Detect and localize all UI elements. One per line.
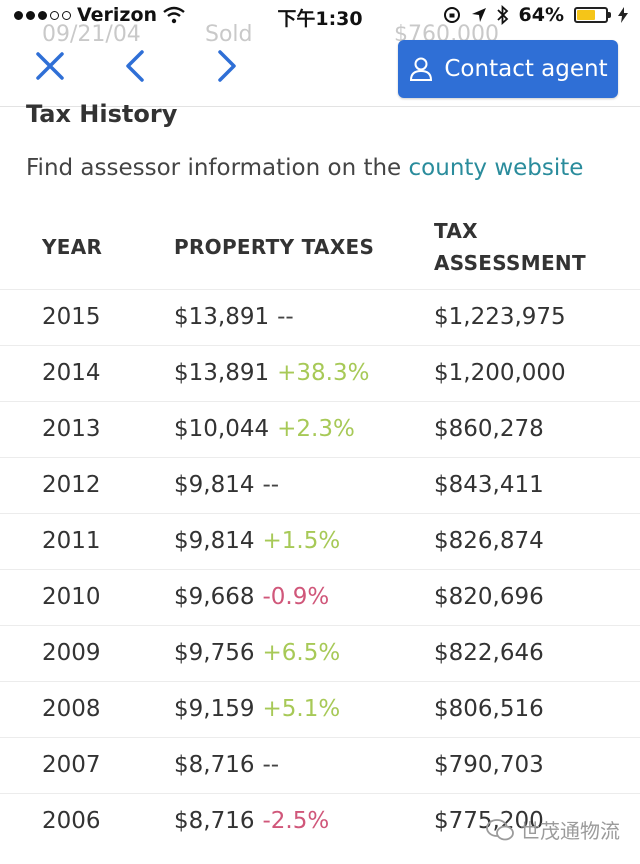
property-tax-cell: $8,716 -- [174, 737, 434, 793]
table-row: 2011 $9,814 +1.5% $826,874 [0, 513, 640, 569]
year-cell: 2012 [42, 472, 101, 498]
tax-change: +38.3% [277, 360, 370, 386]
tax-change: +1.5% [262, 528, 341, 554]
assessment-cell: $1,200,000 [434, 360, 566, 386]
assessment-cell: $790,703 [434, 752, 544, 778]
section-title: Tax History [26, 100, 178, 128]
carrier-label: Verizon [77, 4, 158, 26]
wifi-icon [163, 6, 185, 24]
assessment-cell: $775,200 [434, 808, 544, 835]
column-header-property-taxes: PROPERTY TAXES [174, 234, 375, 259]
contact-agent-button[interactable]: Contact agent [398, 40, 618, 98]
tax-amount: $8,716 [174, 752, 255, 778]
county-website-link[interactable]: county website [408, 155, 584, 181]
column-header-year: YEAR [42, 234, 103, 259]
column-header-tax-assessment: TAX ASSESSMENT [434, 205, 640, 289]
assessment-cell: $1,223,975 [434, 304, 566, 330]
watermark: 世茂通物流 [486, 815, 620, 844]
year-cell: 2014 [42, 360, 101, 386]
table-row: 2006 $8,716 -2.5% $775,200 [0, 793, 640, 849]
battery-percent: 64% [518, 4, 564, 26]
battery-icon [574, 7, 611, 23]
tax-amount: $13,891 [174, 360, 270, 386]
tax-amount: $10,044 [174, 416, 270, 442]
ghost-event: Sold [205, 22, 253, 47]
assessor-text: Find assessor information on the county … [26, 155, 583, 181]
bluetooth-icon [496, 5, 508, 25]
clock: 下午1:30 [277, 8, 363, 30]
assessment-cell: $860,278 [434, 416, 544, 442]
property-tax-cell: $10,044 +2.3% [174, 401, 434, 457]
status-bar: Verizon 下午1:30 64% [0, 0, 640, 30]
assessment-cell: $826,874 [434, 528, 544, 554]
property-tax-cell: $9,159 +5.1% [174, 681, 434, 737]
chevron-right-icon[interactable] [206, 46, 246, 86]
property-tax-cell: $13,891 +38.3% [174, 345, 434, 401]
year-cell: 2013 [42, 416, 101, 442]
table-row: 2010 $9,668 -0.9% $820,696 [0, 569, 640, 625]
table-row: 2015 $13,891 -- $1,223,975 [0, 289, 640, 345]
year-cell: 2011 [42, 528, 101, 554]
contact-agent-label: Contact agent [444, 56, 608, 82]
property-tax-cell: $9,756 +6.5% [174, 625, 434, 681]
table-row: 2007 $8,716 -- $790,703 [0, 737, 640, 793]
tax-amount: $13,891 [174, 304, 270, 330]
year-cell: 2009 [42, 640, 101, 666]
assessment-cell: $820,696 [434, 584, 544, 610]
column-header-tax-line1: TAX [434, 218, 478, 243]
top-nav-bar: Contact agent [0, 30, 640, 107]
charging-icon [618, 7, 628, 23]
year-cell: 2015 [42, 304, 101, 330]
property-tax-cell: $9,814 +1.5% [174, 513, 434, 569]
year-cell: 2007 [42, 752, 101, 778]
person-icon [410, 57, 433, 81]
ghost-date: 09/21/04 [42, 22, 141, 47]
property-tax-cell: $8,716 -2.5% [174, 793, 434, 849]
orientation-lock-icon [443, 7, 460, 23]
table-row: 2014 $13,891 +38.3% $1,200,000 [0, 345, 640, 401]
close-icon[interactable] [30, 46, 70, 86]
wechat-icon [486, 818, 514, 840]
tax-change: -2.5% [262, 808, 330, 835]
column-header-tax-line2: ASSESSMENT [434, 250, 586, 275]
property-tax-cell: $13,891 -- [174, 289, 434, 345]
table-row: 2013 $10,044 +2.3% $860,278 [0, 401, 640, 457]
tax-change: -- [262, 472, 280, 498]
tax-amount: $9,668 [174, 584, 255, 610]
year-cell: 2006 [42, 808, 101, 835]
year-cell: 2010 [42, 584, 101, 610]
assessor-prefix: Find assessor information on the [26, 155, 409, 181]
tax-amount: $9,159 [174, 696, 255, 722]
table-row: 2009 $9,756 +6.5% $822,646 [0, 625, 640, 681]
tax-change: -- [262, 752, 280, 778]
table-row: 2012 $9,814 -- $843,411 [0, 457, 640, 513]
tax-amount: $8,716 [174, 808, 255, 835]
property-tax-cell: $9,668 -0.9% [174, 569, 434, 625]
signal-strength-icon [14, 10, 71, 20]
chevron-left-icon[interactable] [116, 46, 156, 86]
tax-change: -0.9% [262, 584, 330, 610]
tax-amount: $9,814 [174, 528, 255, 554]
assessment-cell: $843,411 [434, 472, 544, 498]
table-header-row: YEAR PROPERTY TAXES TAX ASSESSMENT [0, 205, 640, 289]
watermark-text: 世茂通物流 [520, 819, 620, 843]
tax-change: +6.5% [262, 640, 341, 666]
tax-amount: $9,814 [174, 472, 255, 498]
tax-change: -- [277, 304, 294, 330]
assessment-cell: $822,646 [434, 640, 544, 666]
location-icon [471, 8, 486, 22]
property-tax-cell: $9,814 -- [174, 457, 434, 513]
assessment-cell: $806,516 [434, 696, 544, 722]
tax-history-table: YEAR PROPERTY TAXES TAX ASSESSMENT 2015 $… [0, 205, 640, 849]
year-cell: 2008 [42, 696, 101, 722]
table-row: 2008 $9,159 +5.1% $806,516 [0, 681, 640, 737]
tax-change: +2.3% [277, 416, 355, 442]
tax-change: +5.1% [262, 696, 341, 722]
tax-amount: $9,756 [174, 640, 255, 666]
